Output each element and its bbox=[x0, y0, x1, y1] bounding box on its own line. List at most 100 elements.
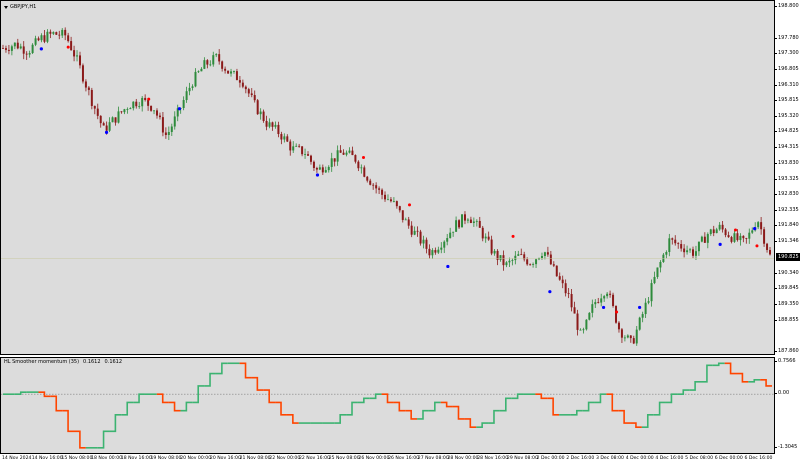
sell-signal-dot bbox=[733, 228, 737, 232]
momentum-segment bbox=[428, 401, 441, 412]
time-label: 26 Nov 00:00 bbox=[358, 456, 390, 461]
candle-body bbox=[386, 199, 389, 201]
momentum-segment bbox=[547, 397, 560, 416]
candle-body bbox=[475, 220, 478, 222]
momentum-segment bbox=[121, 401, 134, 416]
candle-body bbox=[472, 221, 475, 223]
price-chart-pane[interactable]: GBPJPY,H1 bbox=[0, 0, 775, 355]
symbol-title[interactable]: GBPJPY,H1 bbox=[4, 4, 36, 10]
candle-body bbox=[715, 229, 718, 234]
candle-body bbox=[632, 338, 635, 344]
candle-body bbox=[443, 241, 446, 248]
candle-body bbox=[461, 214, 464, 228]
candle-body bbox=[564, 283, 567, 294]
candle-body bbox=[422, 239, 425, 244]
candle-body bbox=[4, 48, 7, 50]
candle-body bbox=[188, 87, 191, 92]
dropdown-triangle-icon[interactable] bbox=[4, 5, 8, 9]
candle-body bbox=[324, 170, 327, 173]
candle-body bbox=[452, 231, 455, 233]
candle-body bbox=[558, 276, 561, 280]
candle-body bbox=[739, 235, 742, 241]
candle-body bbox=[144, 97, 147, 101]
candle-body bbox=[40, 35, 43, 41]
sell-signal-dot bbox=[755, 244, 759, 248]
candle-body bbox=[763, 229, 766, 244]
candle-body bbox=[535, 259, 538, 265]
candle-body bbox=[265, 120, 268, 127]
candle-body bbox=[321, 167, 324, 173]
candle-body bbox=[138, 106, 141, 108]
candle-body bbox=[520, 254, 523, 256]
candle-body bbox=[93, 105, 96, 109]
candle-body bbox=[653, 276, 656, 284]
candle-body bbox=[428, 248, 431, 256]
time-label: 5 Dec 08:00 bbox=[685, 456, 714, 461]
candle-body bbox=[529, 264, 532, 266]
candle-body bbox=[401, 210, 404, 220]
candle-body bbox=[173, 116, 176, 127]
candle-body bbox=[99, 115, 102, 124]
candle-body bbox=[650, 283, 653, 302]
candle-body bbox=[603, 296, 606, 299]
indicator-pane[interactable]: HL Smoother momentum (35) 0.1612 0.1612 bbox=[0, 357, 775, 454]
time-axis[interactable]: 14 Nov 2024 14 Nov 16:00 15 Nov 08:00 18 No… bbox=[0, 455, 775, 465]
candle-body bbox=[641, 314, 644, 318]
candle-body bbox=[150, 105, 153, 111]
price-tick: 194.315 bbox=[774, 144, 799, 151]
candle-body bbox=[277, 124, 280, 135]
candle-body bbox=[567, 293, 570, 295]
candle-body bbox=[668, 238, 671, 253]
candle-body bbox=[588, 312, 591, 320]
buy-signal-dot bbox=[601, 305, 606, 310]
candle-body bbox=[449, 232, 452, 239]
candle-body bbox=[511, 260, 514, 261]
candle-body bbox=[609, 293, 612, 295]
time-label: 22 Nov 16:00 bbox=[299, 456, 330, 461]
candle-body bbox=[295, 145, 298, 147]
price-axis[interactable]: 198.800 197.780 197.300 196.805 196.310 195.8… bbox=[774, 0, 800, 356]
price-tick: 192.830 bbox=[774, 191, 799, 198]
candle-body bbox=[526, 259, 529, 265]
buy-signal-dot bbox=[638, 305, 642, 310]
candle-body bbox=[342, 152, 345, 155]
momentum-segment bbox=[452, 405, 465, 420]
momentum-segment bbox=[582, 401, 595, 412]
candle-body bbox=[579, 329, 582, 331]
candle-body bbox=[256, 100, 259, 115]
momentum-segment bbox=[736, 372, 749, 383]
candle-body bbox=[703, 236, 706, 243]
candle-body bbox=[348, 150, 351, 153]
candle-body bbox=[366, 176, 369, 181]
candle-body bbox=[363, 167, 366, 177]
candle-body bbox=[466, 219, 469, 221]
candle-body bbox=[271, 122, 274, 127]
sell-signal-dot bbox=[511, 234, 515, 238]
candle-body bbox=[606, 293, 609, 297]
candle-body bbox=[34, 38, 37, 45]
price-chart-canvas[interactable] bbox=[1, 1, 774, 354]
candle-body bbox=[55, 32, 58, 35]
time-label: 4 Dec 00:00 bbox=[625, 456, 654, 461]
candle-body bbox=[123, 109, 126, 113]
candle-body bbox=[232, 71, 235, 72]
candle-body bbox=[90, 89, 93, 106]
candle-body bbox=[70, 41, 73, 51]
candle-body bbox=[238, 80, 241, 83]
candle-body bbox=[434, 250, 437, 253]
candle-body bbox=[478, 220, 481, 228]
candle-body bbox=[158, 115, 161, 118]
price-tick: 195.320 bbox=[774, 112, 799, 119]
time-label: 20 Nov 16:00 bbox=[209, 456, 241, 461]
candle-body bbox=[108, 122, 111, 131]
candle-body bbox=[484, 236, 487, 239]
candle-body bbox=[552, 264, 555, 266]
indicator-canvas[interactable] bbox=[1, 358, 774, 453]
momentum-segment bbox=[286, 414, 299, 424]
indicator-axis[interactable]: 0.7566 0.00 -1.3045 bbox=[773, 357, 800, 455]
candle-body bbox=[600, 298, 603, 303]
candle-body bbox=[372, 184, 375, 186]
momentum-segment bbox=[275, 401, 287, 416]
candle-body bbox=[197, 71, 200, 73]
